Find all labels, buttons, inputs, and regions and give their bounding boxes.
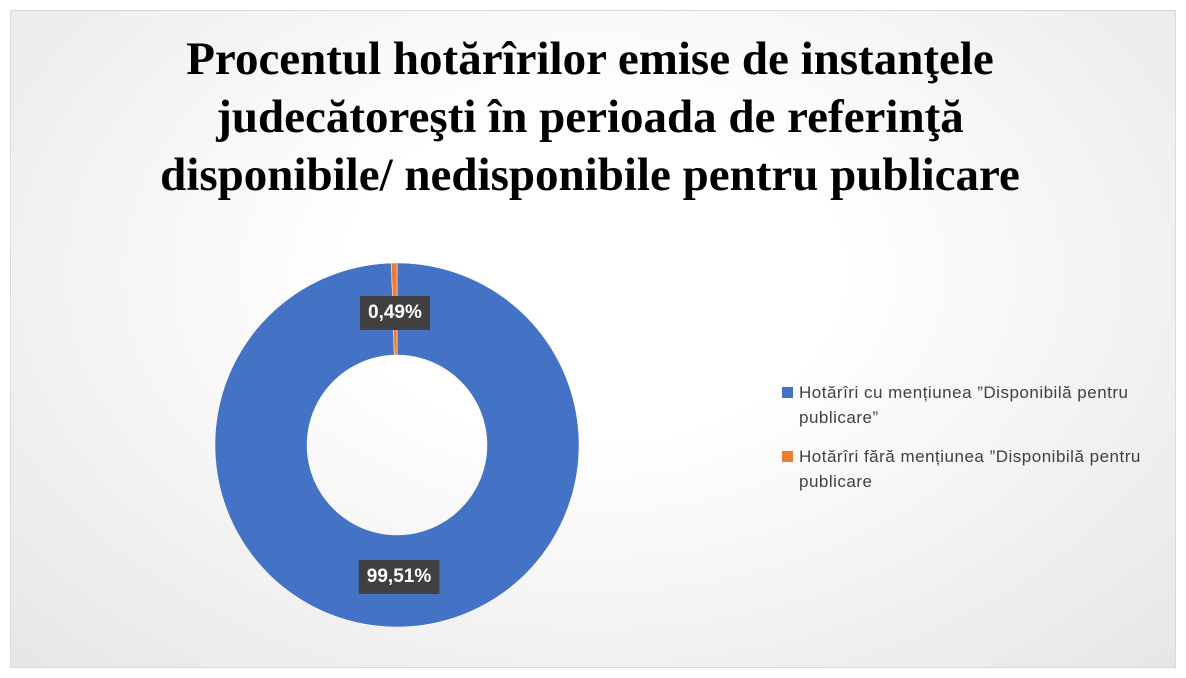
chart-area <box>10 10 1176 668</box>
data-label-text: 99,51% <box>367 566 432 587</box>
chart-title: Procentul hotărîrilor emise de instanţel… <box>160 33 1020 201</box>
legend-label: Hotărîri fără mențiunea ”Disponibilă pen… <box>799 447 1141 491</box>
data-label-box <box>360 296 431 331</box>
data-label-box <box>358 559 440 594</box>
data-label-text: 0,49% <box>368 302 422 323</box>
legend-label: Hotărîri cu mențiunea ”Disponibilă pentr… <box>799 383 1129 427</box>
legend-swatch <box>782 387 793 398</box>
legend: Hotărîri cu mențiunea ”Disponibilă pentr… <box>782 380 1182 508</box>
legend-item: Hotărîri fără mențiunea ”Disponibilă pen… <box>782 444 1182 494</box>
data-label: 99,51% <box>358 559 440 594</box>
donut-slice <box>214 262 580 628</box>
legend-item: Hotărîri cu mențiunea ”Disponibilă pentr… <box>782 380 1182 430</box>
legend-swatch <box>782 451 793 462</box>
data-label: 0,49% <box>360 296 431 331</box>
